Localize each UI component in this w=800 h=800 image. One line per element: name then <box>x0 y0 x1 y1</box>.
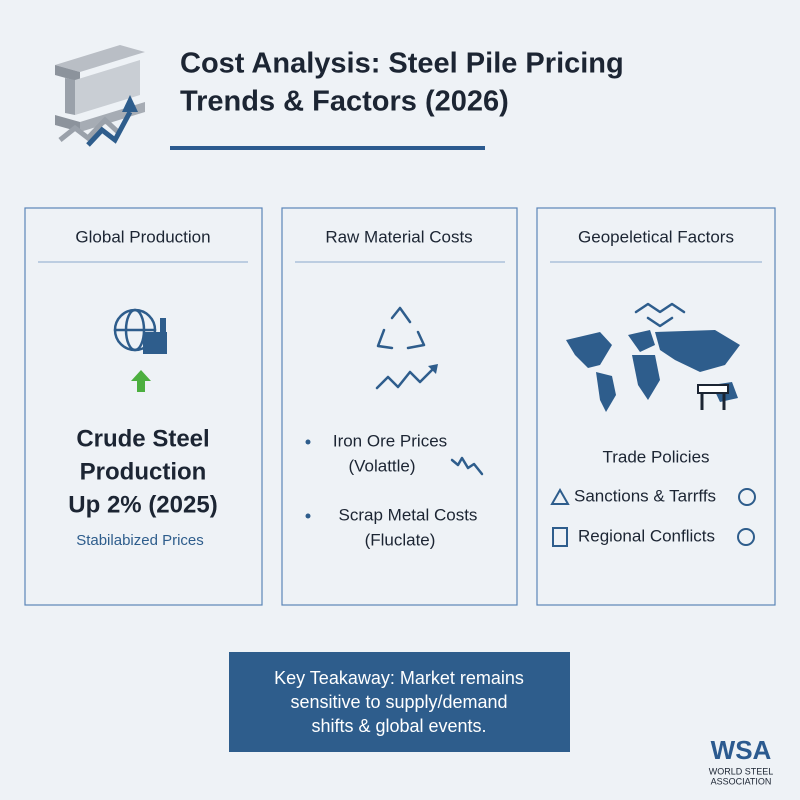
item-note: (Volattle) <box>348 456 415 475</box>
headline-line: Crude Steel <box>76 425 209 452</box>
panel <box>536 207 776 606</box>
item-label: Trade Policies <box>602 447 709 466</box>
panel <box>24 207 263 606</box>
trend-icon-head <box>428 364 438 374</box>
bullet <box>305 439 311 445</box>
conflict-icon <box>737 528 755 546</box>
tariff-icon <box>738 488 756 506</box>
up-arrow-icon <box>131 370 151 392</box>
takeaway-line: sensitive to supply/demand <box>290 692 507 712</box>
item-label: Scrap Metal Costs <box>339 505 478 524</box>
takeaway-box <box>229 652 570 752</box>
item-label: Regional Conflicts <box>578 526 715 545</box>
logo-mark: WSA <box>711 735 772 765</box>
title-line: Trends & Factors (2026) <box>180 86 509 118</box>
volatile-icon <box>450 456 484 476</box>
document-icon <box>552 527 568 547</box>
recycle-icon <box>376 306 426 350</box>
item-note: (Fluclate) <box>365 530 436 549</box>
item-label: Sanctions & Tarrffs <box>574 486 716 505</box>
logo-text: WORLD STEEL <box>709 766 774 776</box>
logo-text: ASSOCIATION <box>711 776 772 786</box>
panel-heading: Raw Material Costs <box>325 227 472 246</box>
panel <box>281 207 518 606</box>
steel-beam-icon <box>55 45 145 147</box>
handshake-icon <box>634 302 686 328</box>
title-line: Cost Analysis: Steel Pile Pricing <box>180 48 624 80</box>
headline-line: Up 2% (2025) <box>68 491 217 518</box>
takeaway-line: Key Teakaway: Market remains <box>274 668 524 688</box>
barrier-icon <box>697 384 729 410</box>
bullet <box>305 513 311 519</box>
trend-icon <box>375 366 436 390</box>
warning-icon <box>550 487 570 505</box>
headline-line: Production <box>80 458 207 485</box>
globe-factory-icon <box>113 308 167 354</box>
note: Stabilabized Prices <box>76 532 204 549</box>
panel-heading: Global Production <box>75 227 210 246</box>
item-label: Iron Ore Prices <box>333 431 447 450</box>
takeaway-line: shifts & global events. <box>311 716 486 736</box>
panel-heading: Geopeletical Factors <box>578 227 734 246</box>
